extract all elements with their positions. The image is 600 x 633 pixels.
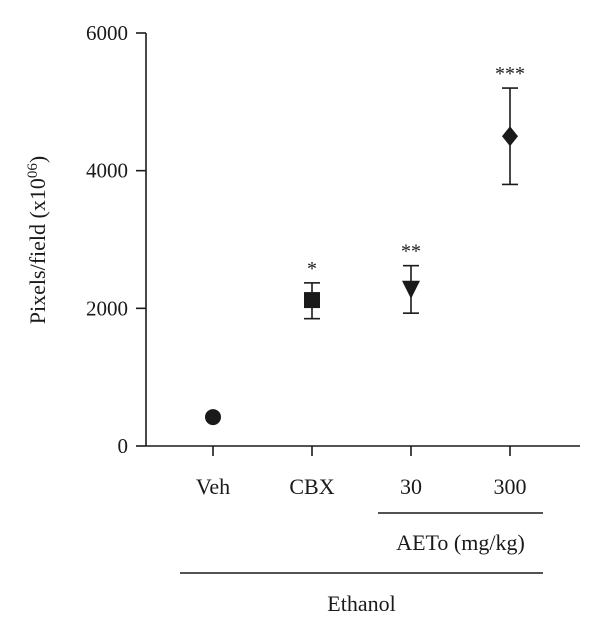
y-tick-label: 4000 [86,159,128,183]
x-tick-label: 30 [400,474,422,499]
y-tick-labels: 0 2000 4000 6000 [86,21,128,458]
y-tick-label: 6000 [86,21,128,45]
data-point-30 [402,280,420,299]
y-axis-label: Pixels/field (x1006) [25,156,50,324]
y-axis-label-close: ) [25,156,50,163]
y-axis-label-text: Pixels/field (x10 [25,178,50,324]
data-points [205,126,518,426]
x-tick-label: CBX [289,474,334,499]
significance-label: ** [401,241,421,263]
significance-label: * [307,258,317,280]
y-axis [136,32,147,447]
data-point-veh [205,409,221,426]
data-point-cbx [304,292,320,309]
y-axis-label-superscript: 06 [25,163,41,179]
x-tick-label: Veh [196,474,230,499]
group-brackets: AETo (mg/kg) Ethanol [180,512,543,616]
group-label: AETo (mg/kg) [396,530,525,555]
y-tick-label: 2000 [86,296,128,320]
y-tick-label: 0 [118,434,129,458]
significance-labels: ****** [307,63,525,280]
x-tick-labels: Veh CBX 30 300 [196,474,527,499]
data-point-300 [502,126,518,147]
x-axis [146,445,580,456]
significance-label: *** [495,63,525,85]
x-tick-label: 300 [494,474,527,499]
group-label: Ethanol [327,591,395,616]
